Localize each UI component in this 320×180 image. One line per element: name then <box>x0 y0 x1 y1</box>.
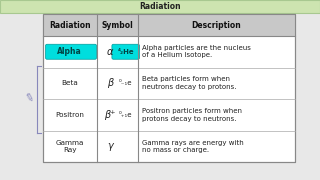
Text: ⁴₂He: ⁴₂He <box>117 49 134 55</box>
Text: Alpha: Alpha <box>57 47 81 56</box>
Text: Gamma rays are energy with
no mass or charge.: Gamma rays are energy with no mass or ch… <box>142 140 244 153</box>
Text: ✎: ✎ <box>22 93 34 105</box>
Text: Radiation: Radiation <box>49 21 91 30</box>
Text: Description: Description <box>192 21 241 30</box>
Text: Positron: Positron <box>56 112 84 118</box>
Text: γ: γ <box>107 141 113 151</box>
Text: Beta particles form when
neutrons decay to protons.: Beta particles form when neutrons decay … <box>142 76 236 90</box>
Bar <box>0 0 320 13</box>
Bar <box>43 14 295 36</box>
Text: β: β <box>107 78 113 88</box>
Text: β⁺: β⁺ <box>104 110 116 120</box>
Text: Radiation: Radiation <box>139 2 181 11</box>
Text: Gamma
Ray: Gamma Ray <box>56 140 84 153</box>
Bar <box>43 14 295 162</box>
Text: Symbol: Symbol <box>102 21 133 30</box>
Text: Beta: Beta <box>62 80 78 86</box>
FancyBboxPatch shape <box>112 44 140 59</box>
Text: Alpha particles are the nucleus
of a Helium Isotope.: Alpha particles are the nucleus of a Hel… <box>142 45 251 58</box>
Text: ⁰₋₁e: ⁰₋₁e <box>119 80 132 86</box>
FancyBboxPatch shape <box>45 44 97 59</box>
Text: Positron particles form when
protons decay to neutrons.: Positron particles form when protons dec… <box>142 108 242 122</box>
Bar <box>43 14 295 162</box>
Text: α: α <box>107 47 113 57</box>
Text: ⁰₊₁e: ⁰₊₁e <box>119 112 132 118</box>
